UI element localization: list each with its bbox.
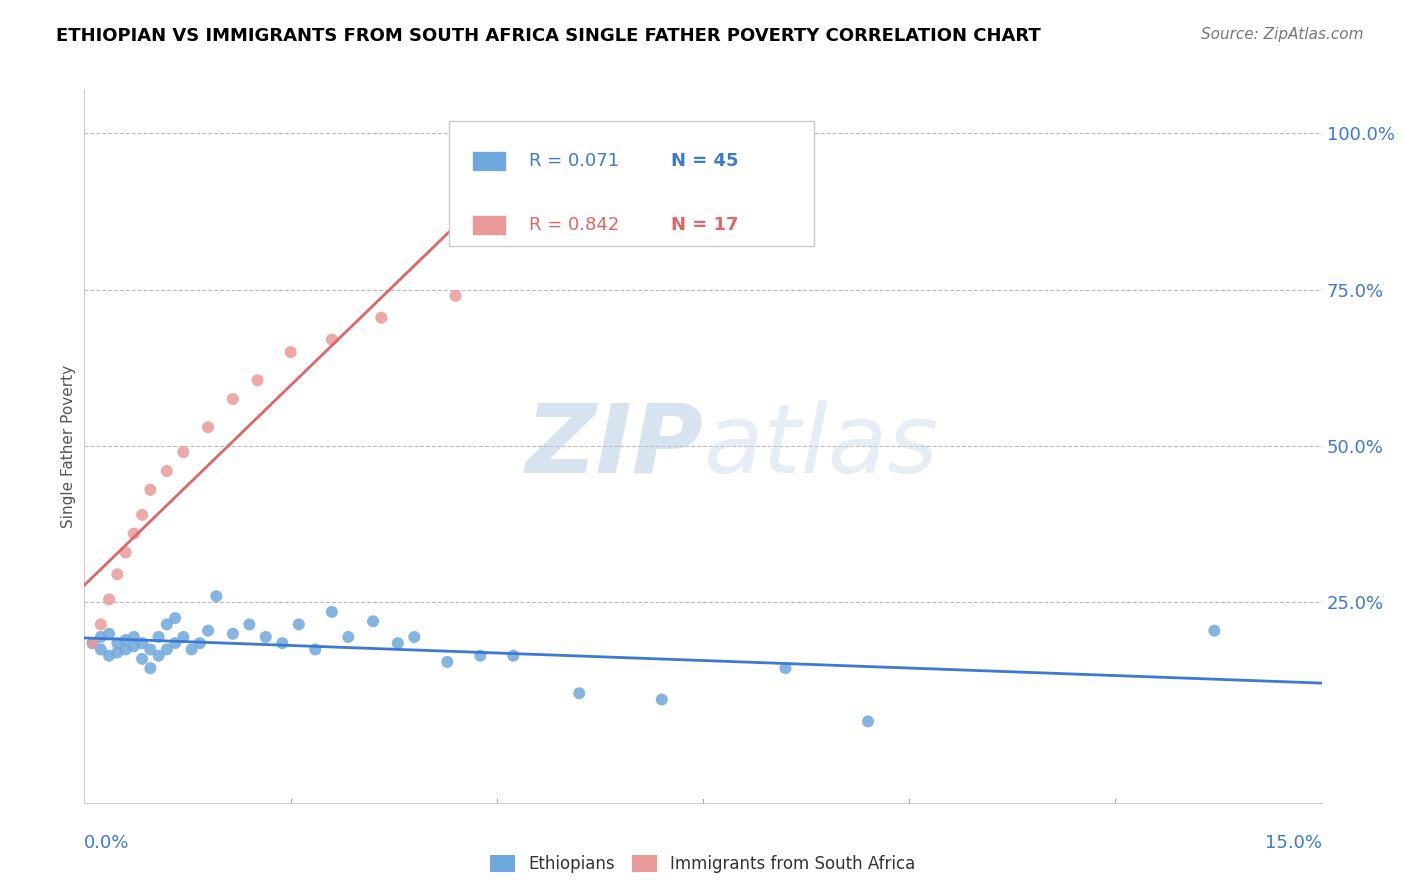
Point: [651, 692, 673, 706]
Point: [172, 445, 194, 459]
Point: [246, 373, 269, 387]
Point: [288, 617, 311, 632]
Point: [148, 648, 170, 663]
Point: [370, 310, 392, 325]
Point: [90, 630, 112, 644]
Point: [156, 617, 179, 632]
Point: [856, 714, 879, 729]
Point: [156, 464, 179, 478]
Point: [254, 630, 277, 644]
Point: [131, 652, 153, 666]
Point: [98, 627, 121, 641]
Point: [90, 642, 112, 657]
Point: [165, 636, 187, 650]
Point: [122, 630, 145, 644]
Point: [131, 636, 153, 650]
Point: [205, 589, 228, 603]
Text: Source: ZipAtlas.com: Source: ZipAtlas.com: [1201, 27, 1364, 42]
Point: [114, 633, 136, 648]
Point: [444, 289, 467, 303]
Text: ZIP: ZIP: [524, 400, 703, 492]
Point: [98, 648, 121, 663]
Point: [404, 630, 426, 644]
Point: [188, 636, 211, 650]
Text: 15.0%: 15.0%: [1264, 834, 1322, 852]
Point: [280, 345, 302, 359]
Point: [122, 526, 145, 541]
Point: [1204, 624, 1226, 638]
Point: [197, 624, 219, 638]
Y-axis label: Single Father Poverty: Single Father Poverty: [60, 365, 76, 527]
FancyBboxPatch shape: [450, 121, 814, 246]
Text: N = 17: N = 17: [671, 216, 738, 234]
Point: [387, 636, 409, 650]
Text: atlas: atlas: [703, 400, 938, 492]
Point: [139, 642, 162, 657]
Point: [222, 627, 245, 641]
Text: R = 0.071: R = 0.071: [529, 152, 619, 169]
Point: [90, 617, 112, 632]
Text: 0.0%: 0.0%: [84, 834, 129, 852]
Legend: Ethiopians, Immigrants from South Africa: Ethiopians, Immigrants from South Africa: [484, 848, 922, 880]
Point: [82, 636, 104, 650]
Point: [775, 661, 797, 675]
Point: [105, 646, 128, 660]
Point: [172, 630, 194, 644]
Text: R = 0.842: R = 0.842: [529, 216, 619, 234]
Point: [568, 686, 591, 700]
Point: [82, 636, 104, 650]
Text: ETHIOPIAN VS IMMIGRANTS FROM SOUTH AFRICA SINGLE FATHER POVERTY CORRELATION CHAR: ETHIOPIAN VS IMMIGRANTS FROM SOUTH AFRIC…: [56, 27, 1040, 45]
Point: [98, 592, 121, 607]
Point: [197, 420, 219, 434]
Point: [131, 508, 153, 522]
Point: [180, 642, 202, 657]
Point: [361, 614, 384, 628]
Point: [436, 655, 458, 669]
Point: [105, 636, 128, 650]
Point: [470, 648, 492, 663]
Point: [321, 333, 343, 347]
Point: [156, 642, 179, 657]
Point: [321, 605, 343, 619]
Point: [304, 642, 326, 657]
Point: [114, 642, 136, 657]
Point: [238, 617, 260, 632]
Point: [139, 483, 162, 497]
FancyBboxPatch shape: [471, 151, 506, 170]
Point: [105, 567, 128, 582]
Point: [165, 611, 187, 625]
Text: N = 45: N = 45: [671, 152, 738, 169]
FancyBboxPatch shape: [471, 215, 506, 235]
Point: [271, 636, 294, 650]
Point: [139, 661, 162, 675]
Point: [337, 630, 360, 644]
Point: [502, 648, 524, 663]
Point: [148, 630, 170, 644]
Point: [222, 392, 245, 406]
Point: [122, 640, 145, 654]
Point: [114, 545, 136, 559]
